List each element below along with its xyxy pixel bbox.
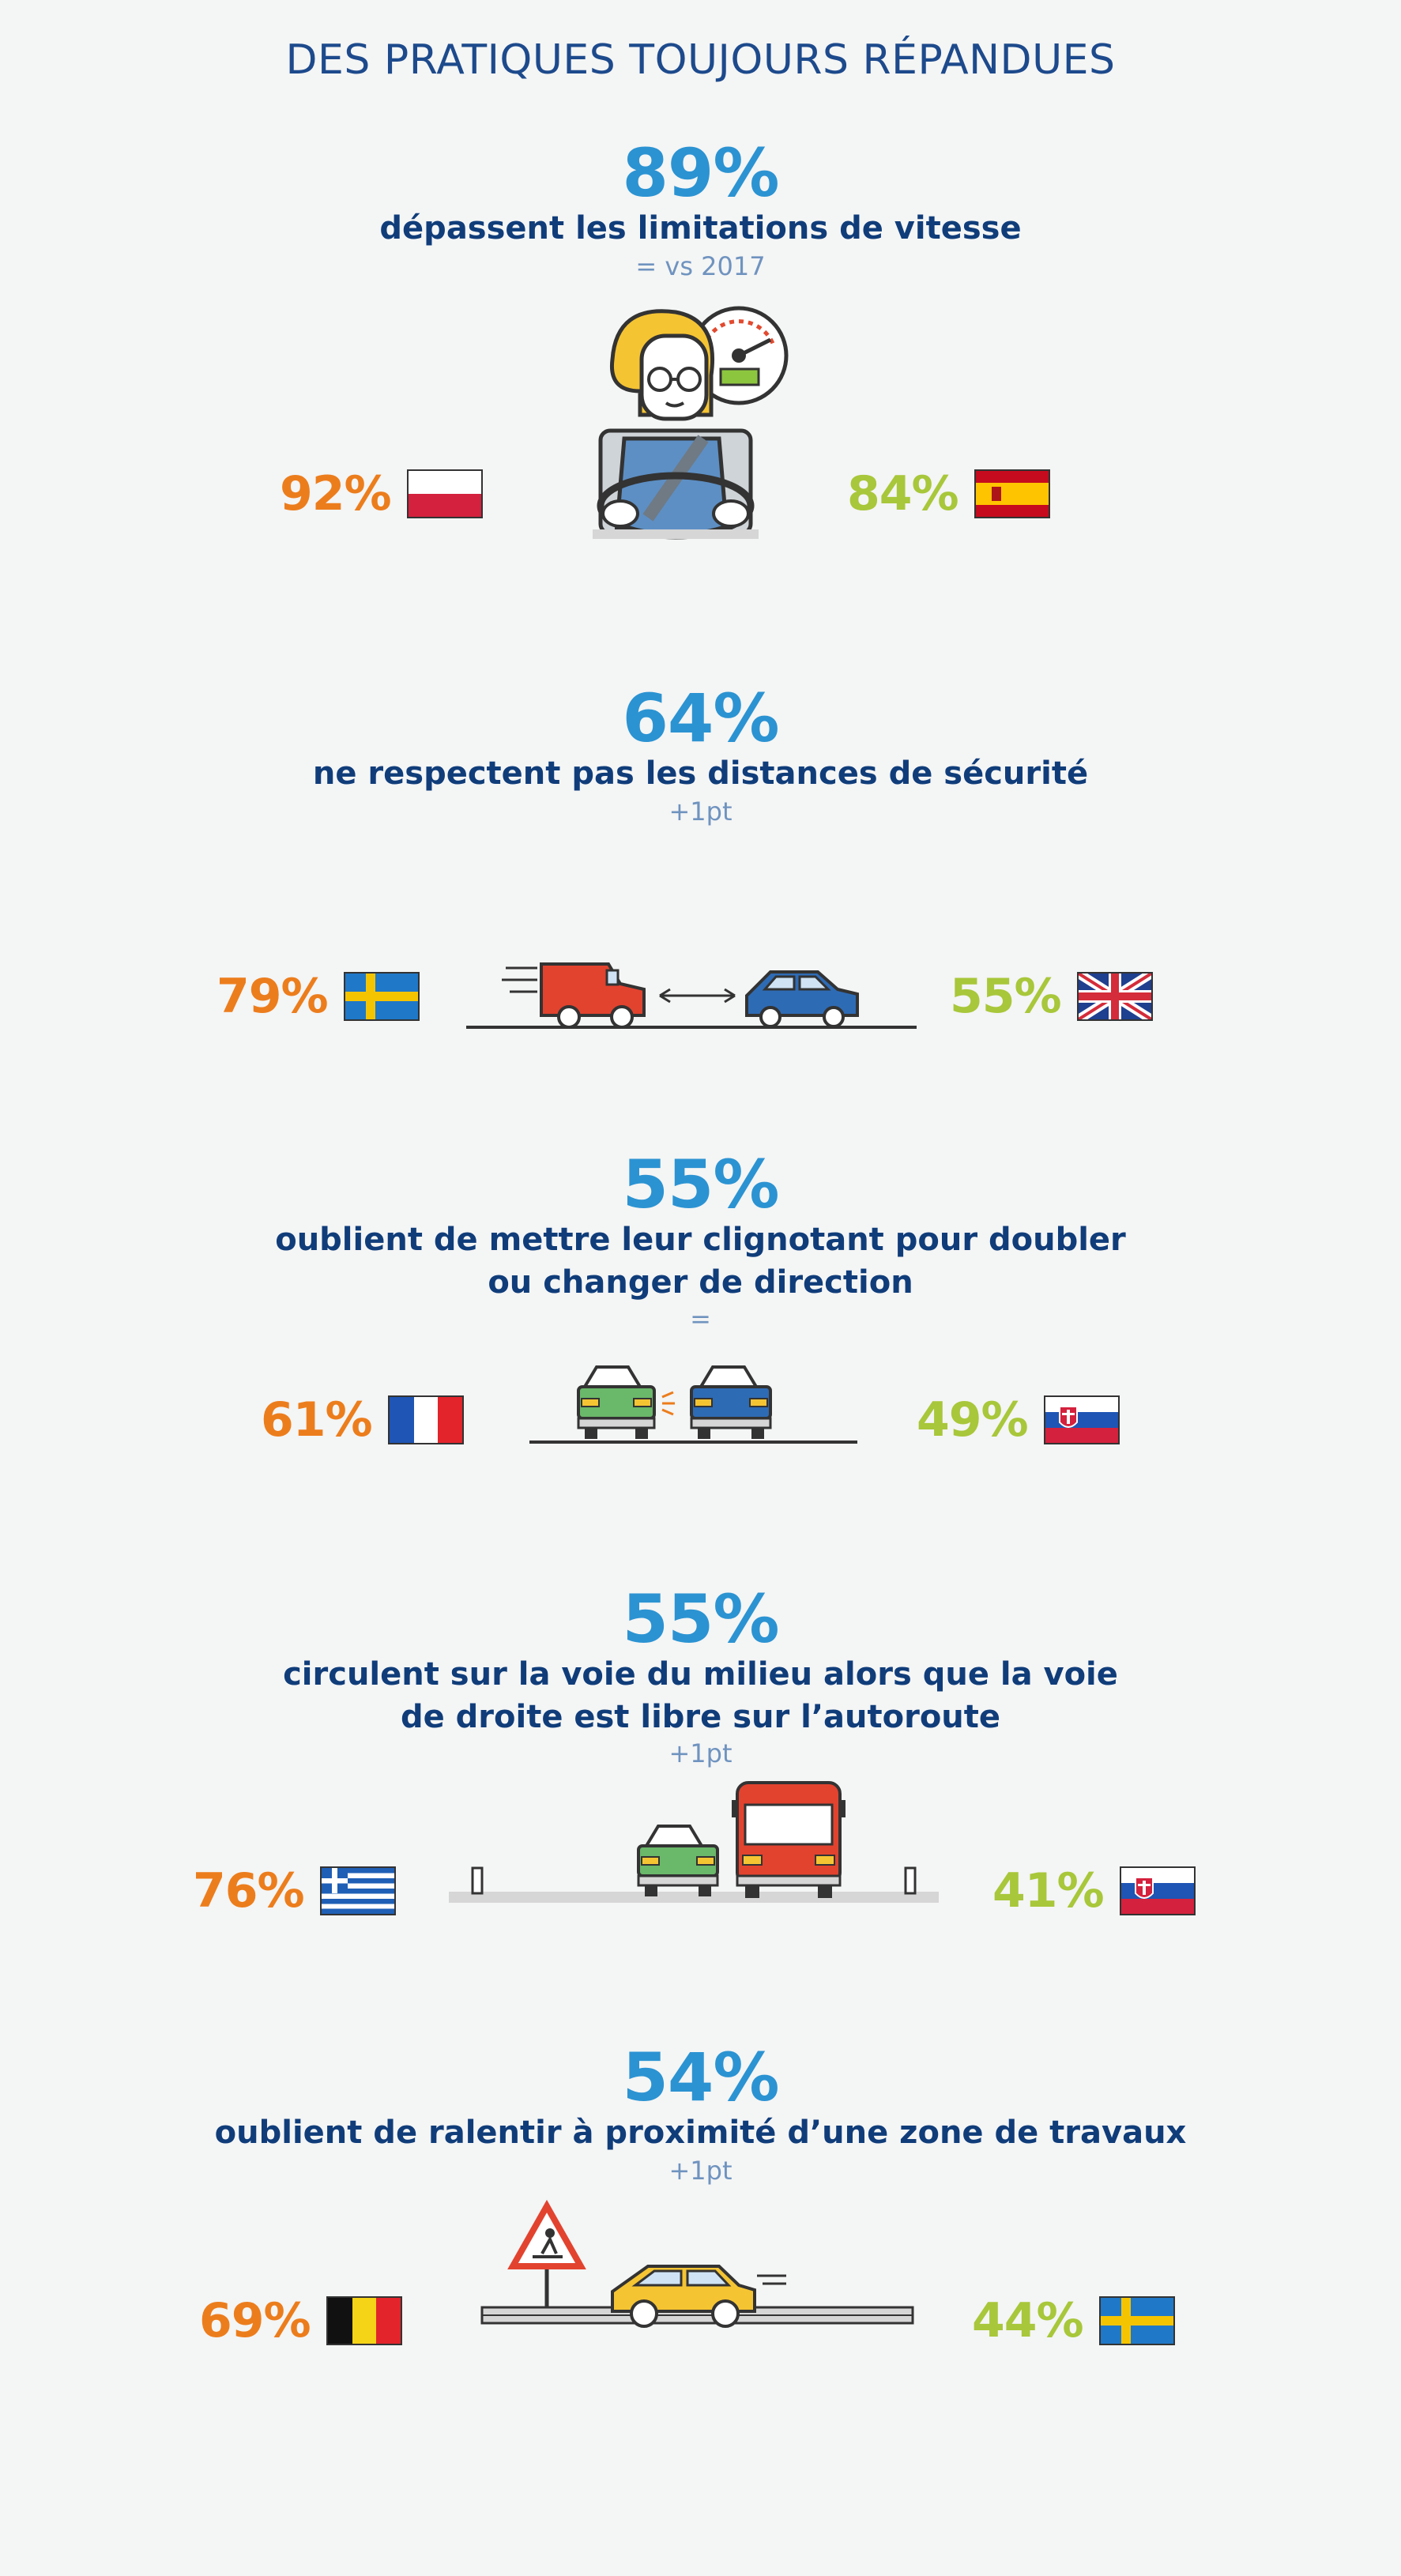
stat-section-roadworks: 54% oublient de ralentir à proximité d’u… — [0, 2039, 1401, 2576]
middle-lane-icon — [449, 1781, 939, 1903]
stat-percent: 55% — [622, 1146, 779, 1223]
slovakia-flag-icon — [1119, 1866, 1196, 1915]
stat-section-speeding: 89% dépassent les limitations de vitesse… — [0, 134, 1401, 672]
country-value: 84% — [847, 466, 959, 522]
country-stat-left: 79% — [217, 969, 420, 1024]
safety-distance-icon — [466, 962, 917, 1029]
country-value: 92% — [280, 466, 392, 522]
poland-flag-icon — [406, 469, 483, 518]
belgium-flag-icon — [326, 2296, 402, 2345]
stat-section-turn-signal: 55% oublient de mettre leur clignotant p… — [0, 1146, 1401, 1683]
country-stat-left: 76% — [193, 1863, 396, 1919]
stat-percent: 54% — [622, 2039, 779, 2116]
stat-trend: = vs 2017 — [635, 251, 766, 281]
country-stat-right: 44% — [972, 2293, 1175, 2348]
roadworks-icon — [480, 2199, 914, 2328]
stat-trend: = — [690, 1304, 711, 1334]
stat-percent: 89% — [622, 134, 779, 212]
country-value: 41% — [992, 1863, 1105, 1919]
stat-section-middle-lane: 55% circulent sur la voie du milieu alor… — [0, 1580, 1401, 2118]
spain-flag-icon — [974, 469, 1050, 518]
france-flag-icon — [387, 1395, 464, 1444]
country-stat-left: 61% — [261, 1392, 464, 1448]
stat-description: ne respectent pas les distances de sécur… — [312, 755, 1089, 792]
stat-description: oublient de mettre leur clignotant pour … — [275, 1222, 1126, 1258]
stat-description: circulent sur la voie du milieu alors qu… — [283, 1656, 1118, 1693]
stat-trend: +1pt — [668, 1738, 733, 1768]
stat-percent: 55% — [622, 1580, 779, 1658]
stat-percent: 64% — [622, 680, 779, 757]
page-title: DES PRATIQUES TOUJOURS RÉPANDUES — [285, 36, 1116, 84]
country-value: 69% — [199, 2293, 311, 2348]
slovakia-flag-icon — [1043, 1395, 1120, 1444]
country-stat-right: 49% — [917, 1392, 1120, 1448]
country-value: 49% — [917, 1392, 1029, 1448]
stat-trend: +1pt — [668, 797, 733, 827]
stat-description: dépassent les limitations de vitesse — [379, 210, 1022, 247]
sweden-flag-icon — [343, 972, 420, 1021]
country-value: 76% — [193, 1863, 305, 1919]
country-value: 44% — [972, 2293, 1084, 2348]
country-value: 61% — [261, 1392, 373, 1448]
uk-flag-icon — [1076, 972, 1153, 1021]
stat-description: oublient de ralentir à proximité d’une z… — [214, 2115, 1187, 2151]
stat-description-line2: de droite est libre sur l’autoroute — [400, 1699, 1001, 1735]
sweden-flag-icon — [1098, 2296, 1175, 2345]
speeding-driver-icon — [593, 306, 789, 540]
greece-flag-icon — [319, 1866, 396, 1915]
country-stat-right: 84% — [847, 466, 1050, 522]
country-value: 79% — [217, 969, 329, 1024]
stat-section-distance: 64% ne respectent pas les distances de s… — [0, 680, 1401, 1217]
stat-trend: +1pt — [668, 2156, 733, 2186]
turn-signal-icon — [529, 1365, 857, 1444]
country-stat-left: 92% — [280, 466, 483, 522]
country-stat-left: 69% — [199, 2293, 402, 2348]
country-value: 55% — [950, 969, 1062, 1024]
country-stat-right: 41% — [992, 1863, 1196, 1919]
stat-description-line2: ou changer de direction — [488, 1264, 913, 1301]
country-stat-right: 55% — [950, 969, 1153, 1024]
